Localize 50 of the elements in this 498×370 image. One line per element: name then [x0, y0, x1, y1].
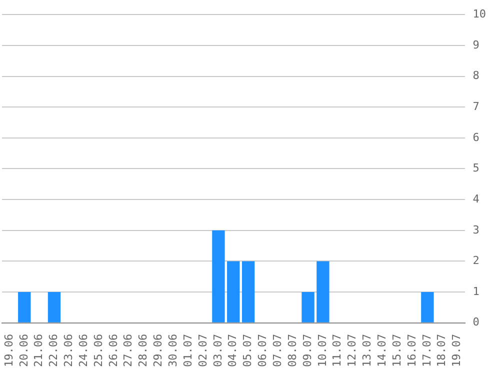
x-tick-label: 27.06: [122, 334, 135, 368]
y-tick-label: 2: [472, 254, 480, 268]
bar: [302, 292, 314, 322]
x-tick-label: 07.07: [271, 334, 284, 368]
x-tick-label: 29.06: [152, 334, 165, 368]
x-tick-label: 03.07: [211, 334, 224, 368]
x-tick-label: 10.07: [316, 334, 329, 368]
y-tick-label: 9: [472, 38, 480, 52]
x-tick-label: 30.06: [166, 334, 180, 368]
bar: [316, 261, 330, 322]
y-tick-label: 6: [472, 130, 480, 144]
x-tick-label: 14.07: [376, 334, 389, 368]
bar: [242, 261, 255, 322]
y-tick-label: 3: [472, 223, 480, 236]
x-tick-label: 13.07: [360, 334, 374, 368]
x-tick-label: 11.07: [330, 334, 344, 368]
x-tick-label: 23.06: [62, 334, 76, 368]
x-tick-label: 25.06: [92, 334, 105, 368]
x-tick-label: 16.07: [405, 334, 418, 368]
y-tick-label: 5: [472, 162, 480, 175]
bar: [18, 292, 31, 322]
bar: [48, 292, 61, 322]
y-tick-label: 8: [472, 69, 480, 82]
x-tick-label: 04.07: [226, 334, 240, 368]
bar: [212, 230, 225, 322]
x-tick-label: 20.06: [17, 334, 30, 368]
x-tick-label: 21.06: [32, 334, 46, 368]
x-tick-label: 02.07: [196, 334, 210, 368]
bar: [227, 261, 240, 322]
x-tick-label: 06.07: [256, 334, 270, 368]
x-tick-label: 24.06: [76, 334, 90, 368]
bar: [421, 292, 434, 322]
x-tick-label: 08.07: [286, 334, 299, 368]
x-tick-label: 19.06: [2, 334, 16, 368]
x-tick-label: 15.07: [390, 334, 404, 368]
y-tick-label: 0: [472, 316, 480, 329]
y-tick-label: 4: [472, 192, 480, 206]
y-tick-label: 1: [472, 284, 480, 298]
x-tick-label: 05.07: [241, 334, 254, 368]
x-tick-label: 22.06: [47, 334, 60, 368]
x-tick-label: 17.07: [420, 334, 434, 368]
x-tick-label: 09.07: [300, 334, 314, 368]
x-tick-label: 18.07: [435, 334, 448, 368]
x-tick-label: 28.06: [136, 334, 150, 368]
y-tick-label: 7: [472, 100, 480, 113]
x-tick-label: 19.07: [450, 334, 464, 368]
x-tick-label: 01.07: [181, 334, 194, 368]
x-tick-label: 26.06: [106, 334, 120, 368]
x-tick-label: 12.07: [346, 334, 359, 368]
y-tick-label: 10: [472, 7, 486, 20]
